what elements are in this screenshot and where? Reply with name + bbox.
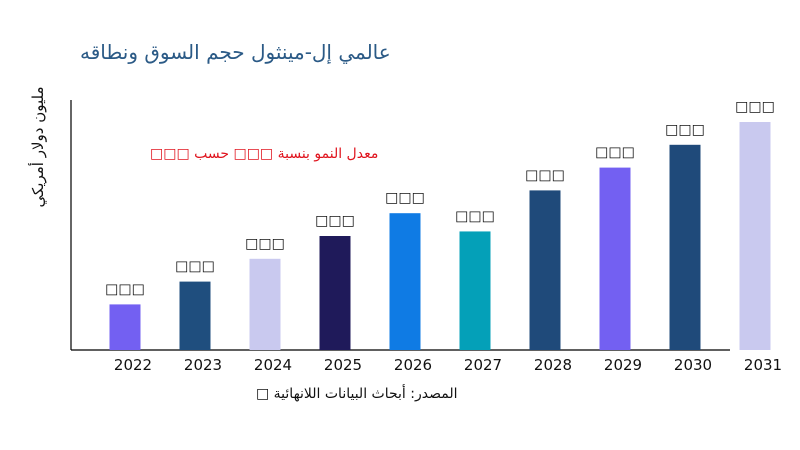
chart-title: عالمي إل-مينثول حجم السوق ونطاقه xyxy=(80,40,391,64)
x-tick-2028: 2028 xyxy=(534,356,572,374)
x-tick-2026: 2026 xyxy=(394,356,432,374)
x-tick-2024: 2024 xyxy=(254,356,292,374)
data-label-2024: □□□ xyxy=(245,236,285,252)
bar-2030 xyxy=(669,144,701,350)
data-label-2030: □□□ xyxy=(665,122,705,138)
bar-2022 xyxy=(109,304,141,350)
x-tick-2029: 2029 xyxy=(604,356,642,374)
data-label-2031: □□□ xyxy=(735,99,775,115)
x-tick-2025: 2025 xyxy=(324,356,362,374)
data-label-2027: □□□ xyxy=(455,208,495,224)
bar-2029 xyxy=(599,167,631,350)
x-tick-2027: 2027 xyxy=(464,356,502,374)
x-tick-2023: 2023 xyxy=(184,356,222,374)
bar-2026 xyxy=(389,213,421,350)
data-label-2023: □□□ xyxy=(175,259,215,275)
data-label-2025: □□□ xyxy=(315,213,355,229)
x-tick-2030: 2030 xyxy=(674,356,712,374)
bar-2025 xyxy=(319,236,351,350)
bar-2023 xyxy=(179,281,211,350)
bar-2024 xyxy=(249,258,281,350)
data-label-2028: □□□ xyxy=(525,167,565,183)
x-tick-2031: 2031 xyxy=(744,356,782,374)
data-label-2022: □□□ xyxy=(105,281,145,297)
source-note: المصدر: أبحاث البيانات اللانهائية □ xyxy=(256,386,458,402)
bar-2028 xyxy=(529,190,561,350)
data-label-2026: □□□ xyxy=(385,190,425,206)
x-tick-2022: 2022 xyxy=(114,356,152,374)
growth-annotation: معدل النمو بنسبة □□□ حسب □□□ xyxy=(150,146,379,162)
data-label-2029: □□□ xyxy=(595,145,635,161)
bar-2027 xyxy=(459,231,491,350)
bar-2031 xyxy=(739,122,771,350)
